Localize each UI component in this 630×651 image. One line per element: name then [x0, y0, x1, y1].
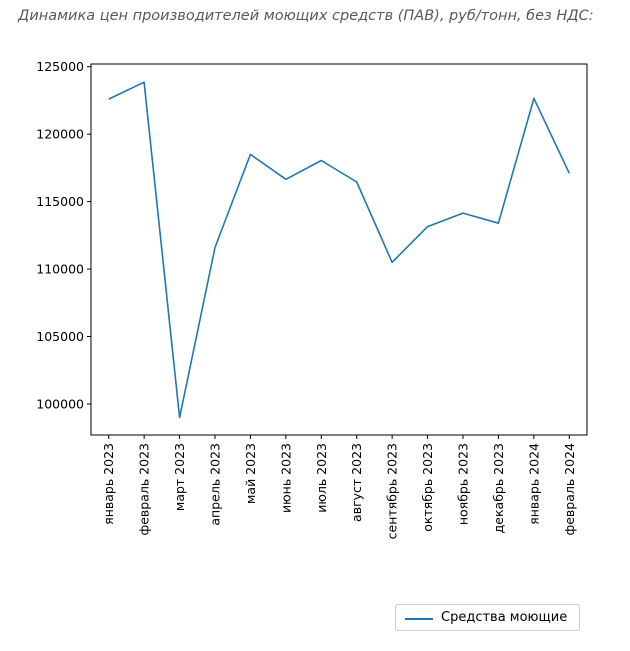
x-tick-label: октябрь 2023 [420, 443, 435, 532]
page-title: Динамика цен производителей моющих средс… [18, 8, 594, 24]
legend-label: Средства моющие [441, 610, 568, 625]
x-tick-label: апрель 2023 [208, 443, 223, 526]
x-tick-label: февраль 2024 [562, 443, 577, 536]
legend-line-swatch [405, 618, 433, 620]
x-tick-label: сентябрь 2023 [385, 443, 400, 539]
x-tick-label: январь 2023 [101, 443, 116, 525]
plot-frame [90, 63, 588, 436]
x-tick-label: январь 2024 [526, 443, 541, 525]
x-tick-label: июнь 2023 [278, 443, 293, 513]
x-tick-label: ноябрь 2023 [456, 443, 471, 525]
y-tick-label: 100000 [36, 396, 84, 411]
x-axis-ticks: январь 2023 февраль 2023 март 2023 апрель 2… [101, 435, 577, 539]
legend: Средства моющие [395, 604, 580, 631]
y-tick-label: 110000 [36, 262, 84, 277]
series-line [108, 81, 571, 419]
y-tick-label: 115000 [36, 194, 84, 209]
x-tick-label: июль 2023 [314, 443, 329, 513]
y-tick-label: 125000 [36, 59, 84, 74]
x-tick-label: февраль 2023 [137, 443, 152, 535]
plot-area [90, 63, 588, 436]
y-axis-ticks: 100000 105000 110000 115000 120000 125000 [36, 59, 91, 411]
y-tick-label: 105000 [36, 329, 84, 344]
x-tick-label: май 2023 [243, 443, 258, 504]
x-tick-label: март 2023 [172, 443, 187, 511]
y-tick-label: 120000 [36, 127, 84, 142]
x-tick-label: декабрь 2023 [491, 443, 506, 533]
x-tick-label: август 2023 [349, 443, 364, 522]
